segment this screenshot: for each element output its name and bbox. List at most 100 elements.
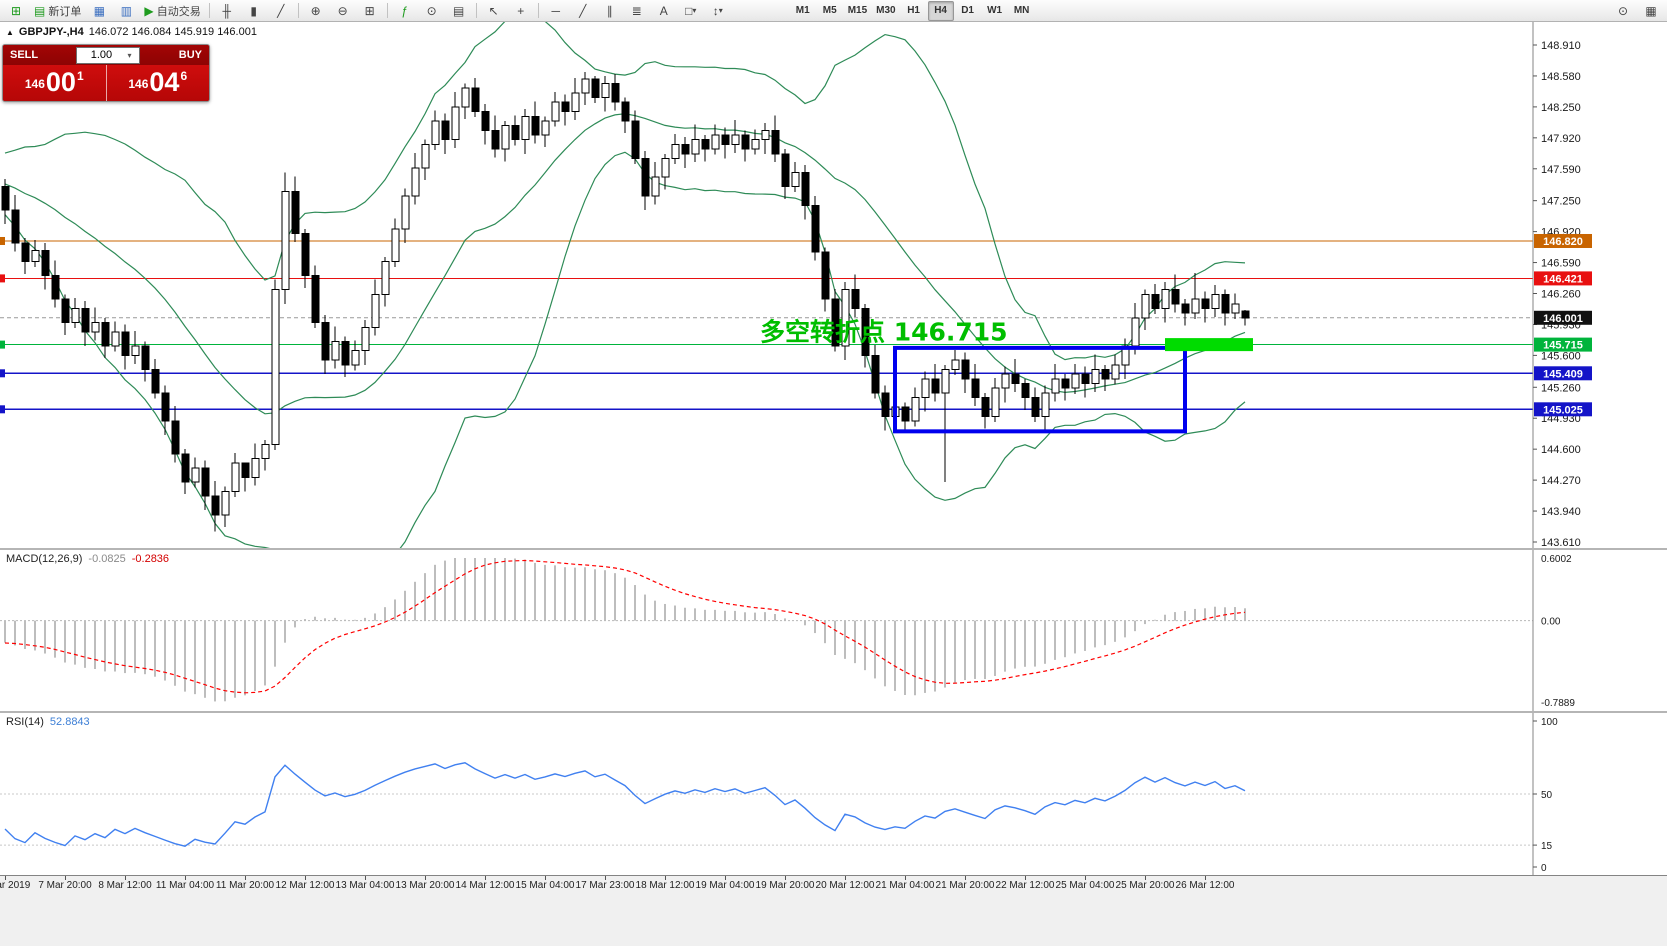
macd-signal-line bbox=[4, 559, 1246, 694]
timeframe-m30[interactable]: M30 bbox=[876, 5, 896, 16]
trade-panel-header: SELL ▾ BUY bbox=[3, 45, 209, 65]
charts-button[interactable]: ▦ bbox=[86, 1, 112, 21]
timeframe-m15[interactable]: M15 bbox=[847, 5, 868, 16]
crosshair-button[interactable]: + bbox=[508, 1, 534, 21]
volume-input[interactable] bbox=[77, 47, 126, 63]
toolbar-separator bbox=[475, 3, 477, 18]
profiles-button[interactable]: ▥ bbox=[113, 1, 139, 21]
fibonacci-tool-button[interactable]: ≣ bbox=[624, 1, 650, 21]
indicators-button[interactable]: ƒ bbox=[392, 1, 418, 21]
svg-text:146.001: 146.001 bbox=[1543, 313, 1583, 325]
time-tick bbox=[1205, 876, 1206, 880]
auto-trading-button[interactable]: ▶ 自动交易 bbox=[144, 3, 201, 18]
svg-text:148.910: 148.910 bbox=[1541, 40, 1581, 52]
svg-text:0.6002: 0.6002 bbox=[1541, 554, 1572, 565]
time-tick-label: 25 Mar 20:00 bbox=[1115, 880, 1175, 891]
timeframe-m1[interactable]: M1 bbox=[795, 5, 810, 16]
timeframe-h4[interactable]: H4 bbox=[927, 0, 954, 21]
periods-button[interactable]: ⊙ bbox=[419, 1, 445, 21]
zoom-out-button[interactable]: ⊖ bbox=[330, 1, 356, 21]
bar-chart-icon: ╫ bbox=[222, 3, 231, 18]
timeframe-m5[interactable]: M5 bbox=[822, 5, 837, 16]
chevron-down-icon: ▾ bbox=[718, 5, 723, 15]
svg-text:100: 100 bbox=[1541, 717, 1558, 728]
time-tick-label: 14 Mar 12:00 bbox=[455, 880, 515, 891]
candlestick-button[interactable]: ▮ bbox=[241, 1, 267, 21]
chevron-down-icon[interactable]: ▾ bbox=[127, 50, 132, 60]
time-tick-label: 26 Mar 12:00 bbox=[1175, 880, 1235, 891]
toolbar-separator bbox=[297, 3, 299, 18]
timeframe-d1[interactable]: D1 bbox=[961, 5, 974, 16]
svg-text:146.421: 146.421 bbox=[1543, 273, 1583, 285]
time-tick-label: 11 Mar 04:00 bbox=[155, 880, 215, 891]
trendline-tool-button[interactable]: ╱ bbox=[570, 1, 596, 21]
tile-windows-icon: ⊞ bbox=[364, 3, 375, 18]
svg-text:146.820: 146.820 bbox=[1543, 236, 1583, 248]
svg-text:143.610: 143.610 bbox=[1541, 537, 1581, 548]
svg-text:144.270: 144.270 bbox=[1541, 475, 1581, 487]
templates-button[interactable]: ▤ bbox=[446, 1, 472, 21]
channel-tool-button[interactable]: ∥ bbox=[597, 1, 623, 21]
svg-text:-0.7889: -0.7889 bbox=[1541, 698, 1575, 709]
line-chart-button[interactable]: ╱ bbox=[268, 1, 294, 21]
symbol-period-label: GBPJPY-,H4 bbox=[18, 26, 84, 38]
rsi-value: 52.8843 bbox=[49, 716, 90, 728]
timeframe-h1[interactable]: H1 bbox=[907, 5, 920, 16]
svg-text:15: 15 bbox=[1541, 841, 1553, 852]
pivot-highlight-bar bbox=[1165, 338, 1253, 352]
svg-text:147.250: 147.250 bbox=[1541, 196, 1581, 208]
price-chart[interactable]: 多空转折点 146.715 148.910 148.580 148.250 147.92… bbox=[0, 22, 1667, 548]
new-order-button[interactable]: ▤ 新订单 bbox=[34, 3, 82, 18]
buy-button[interactable]: BUY bbox=[178, 49, 202, 61]
toolbar-separator bbox=[537, 3, 539, 18]
channel-icon: ∥ bbox=[606, 3, 613, 18]
macd-chart[interactable]: 0.6002 0.00 -0.7889 bbox=[0, 550, 1667, 711]
time-tick-label: 15 Mar 04:00 bbox=[515, 880, 575, 891]
svg-text:0: 0 bbox=[1541, 863, 1547, 874]
layers-button[interactable]: ▦ bbox=[1638, 1, 1664, 21]
line-chart-icon: ╱ bbox=[277, 3, 285, 18]
sell-price-button[interactable]: 146 00 1 bbox=[3, 65, 107, 101]
time-tick bbox=[905, 876, 906, 880]
timeframe-w1[interactable]: W1 bbox=[987, 5, 1003, 16]
hline-tool-button[interactable]: ─ bbox=[543, 1, 569, 21]
cursor-button[interactable]: ↖ bbox=[481, 1, 507, 21]
chevron-down-icon: ▾ bbox=[692, 5, 697, 15]
time-tick bbox=[665, 876, 666, 880]
chart-annotations[interactable]: 多空转折点 146.715 bbox=[760, 318, 1253, 434]
toolbar-right-group: ⊙ ▦ bbox=[1610, 1, 1664, 21]
zoom-in-button[interactable]: ⊕ bbox=[303, 1, 329, 21]
timeframe-mn[interactable]: MN bbox=[1013, 5, 1030, 16]
time-tick-label: 22 Mar 12:00 bbox=[995, 880, 1055, 891]
svg-text:145.260: 145.260 bbox=[1541, 382, 1581, 394]
sell-button[interactable]: SELL bbox=[10, 49, 39, 61]
time-tick-label: 20 Mar 12:00 bbox=[815, 880, 875, 891]
tile-windows-button[interactable]: ⊞ bbox=[357, 1, 383, 21]
time-tick bbox=[1145, 876, 1146, 880]
pane-splitter[interactable] bbox=[0, 711, 1667, 713]
trendline-icon: ╱ bbox=[579, 3, 587, 18]
shapes-icon: □ bbox=[685, 3, 693, 18]
main-toolbar: ⊞ ▤ 新订单 ▦ ▥ ▶ 自动交易 ╫ ▮ ╱ ⊕ ⊖ ⊞ ƒ ⊙ ▤ ↖ +… bbox=[0, 0, 1667, 22]
time-tick-label: 25 Mar 04:00 bbox=[1055, 880, 1115, 891]
svg-text:147.920: 147.920 bbox=[1541, 133, 1581, 145]
new-order-icon: ▤ bbox=[34, 3, 46, 18]
indicators-icon: ƒ bbox=[401, 3, 409, 18]
trade-panel-prices: 146 00 1 146 04 6 bbox=[3, 65, 209, 101]
rsi-chart[interactable]: 100 50 15 0 bbox=[0, 713, 1667, 875]
time-tick bbox=[785, 876, 786, 880]
shapes-tool-button[interactable]: □ ▾ bbox=[678, 1, 704, 21]
profiles-icon: ▥ bbox=[120, 3, 133, 18]
time-tick bbox=[485, 876, 486, 880]
bar-chart-button[interactable]: ╫ bbox=[214, 1, 240, 21]
search-button[interactable]: ⊙ bbox=[1610, 1, 1636, 21]
buy-price-button[interactable]: 146 04 6 bbox=[128, 67, 188, 97]
text-tool-icon: A bbox=[659, 3, 668, 18]
svg-text:143.940: 143.940 bbox=[1541, 506, 1581, 518]
pane-splitter[interactable] bbox=[0, 548, 1667, 550]
app-icon[interactable]: ⊞ bbox=[10, 3, 22, 18]
direction-up-icon: ▲ bbox=[6, 27, 14, 37]
text-tool-button[interactable]: A bbox=[651, 1, 677, 21]
arrows-tool-button[interactable]: ↕ ▾ bbox=[705, 1, 731, 21]
